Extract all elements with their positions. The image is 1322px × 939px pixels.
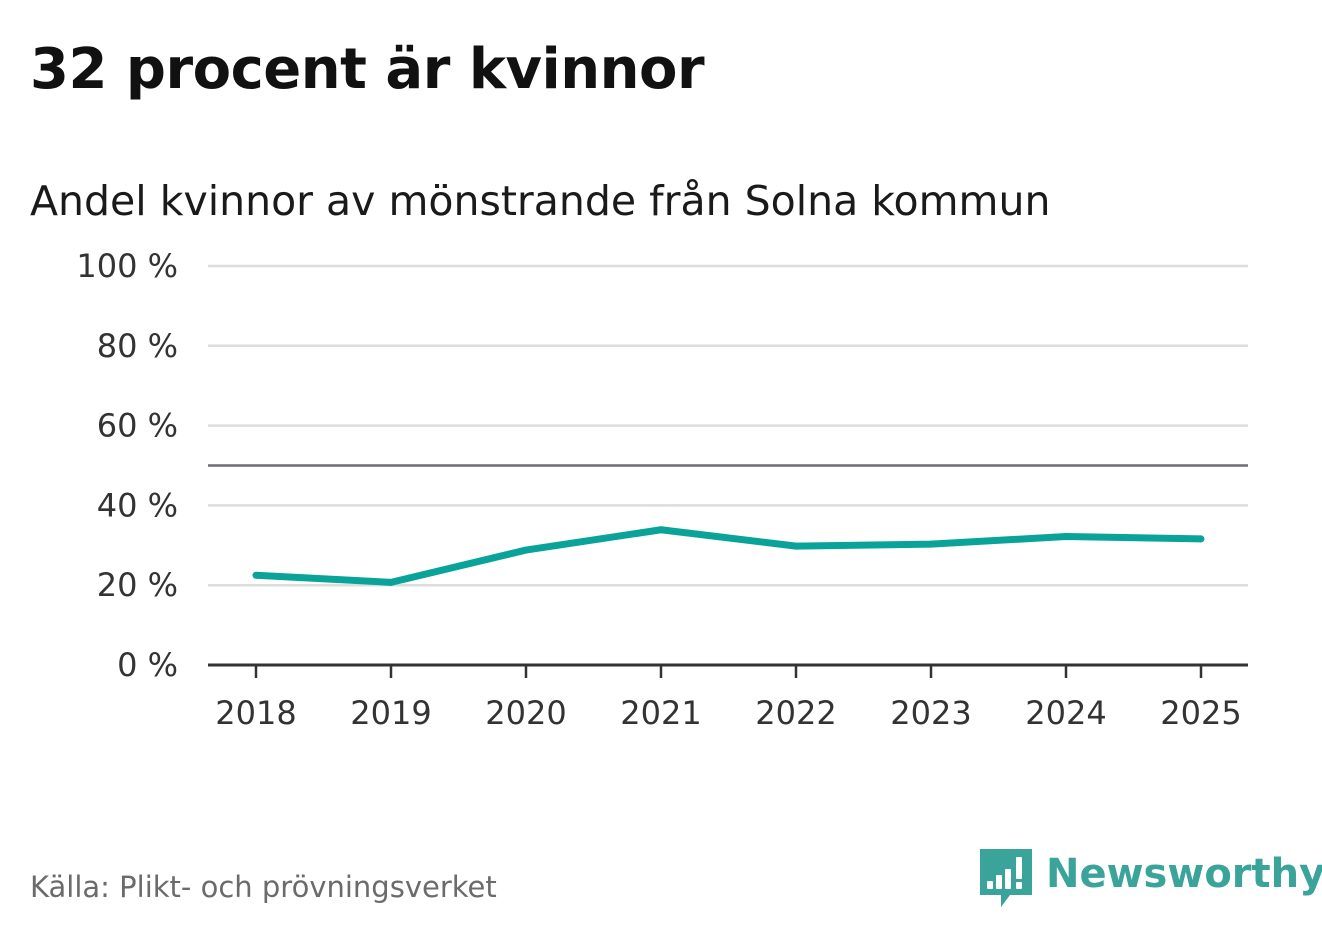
bar-chart-logo-icon xyxy=(980,849,1032,907)
y-tick-label-100: 100 % xyxy=(76,247,178,285)
brand-name: Newsworthy xyxy=(1046,851,1322,897)
y-tick-label-20: 20 % xyxy=(97,566,178,604)
series-group xyxy=(252,526,1205,586)
data-point-2022 xyxy=(792,542,800,550)
newsworthy-logo: Newsworthy xyxy=(980,849,1322,911)
x-tick-label-2025: 2025 xyxy=(1160,694,1241,732)
data-point-2025 xyxy=(1197,535,1205,543)
series-line-0 xyxy=(255,526,1202,586)
data-point-2023 xyxy=(927,540,935,548)
y-axis: 0 % 20 % 40 % 60 % 80 % 100 % xyxy=(76,247,178,684)
data-point-2020 xyxy=(522,546,530,554)
data-point-2019 xyxy=(387,578,395,586)
y-tick-label-60: 60 % xyxy=(97,407,178,445)
y-tick-label-80: 80 % xyxy=(97,327,178,365)
data-point-2021 xyxy=(657,526,665,534)
y-tick-label-0: 0 % xyxy=(117,646,178,684)
x-tick-label-2023: 2023 xyxy=(890,694,971,732)
x-tick-label-2024: 2024 xyxy=(1025,694,1106,732)
chart-title: 32 procent är kvinnor xyxy=(30,37,705,102)
x-axis: 2018 2019 2020 2021 2022 2023 2024 2025 xyxy=(208,663,1248,732)
chart-subtitle: Andel kvinnor av mönstrande från Solna k… xyxy=(30,177,1051,225)
y-tick-label-40: 40 % xyxy=(97,486,178,524)
x-tick-label-2022: 2022 xyxy=(755,694,836,732)
data-point-2018 xyxy=(252,571,260,579)
x-tick-label-2020: 2020 xyxy=(485,694,566,732)
x-tick-label-2018: 2018 xyxy=(215,694,296,732)
x-tick-label-2019: 2019 xyxy=(350,694,431,732)
source-note: Källa: Plikt- och prövningsverket xyxy=(30,870,497,904)
x-tick-label-2021: 2021 xyxy=(620,694,701,732)
data-point-2024 xyxy=(1062,533,1070,541)
